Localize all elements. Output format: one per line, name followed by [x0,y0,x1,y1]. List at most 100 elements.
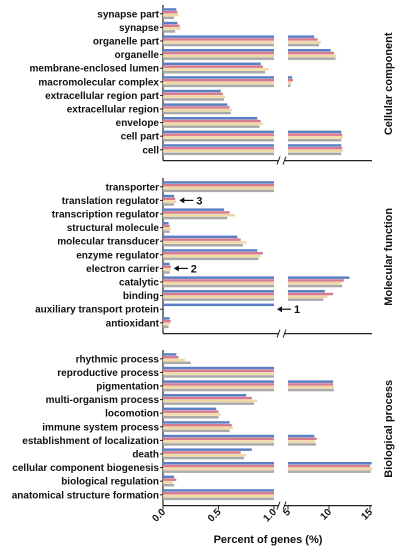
bar [288,434,315,438]
bar [163,216,228,220]
category-label: transporter [106,182,159,193]
bar [163,81,274,85]
bar [163,68,269,71]
category-label: binding [123,291,159,302]
bar [288,467,373,471]
bar [288,136,343,139]
bar [288,38,318,41]
bar [163,21,178,25]
annotation-label: 3 [196,195,202,207]
bar [163,117,258,120]
bar [163,122,263,126]
axis-break-mark [282,329,287,338]
bar [163,489,274,492]
annotation-arrowhead [173,265,179,272]
axis-break-mark [276,329,281,338]
bar [288,386,334,389]
bar [163,109,232,112]
bar [163,325,169,329]
bar [163,470,274,473]
bar [163,295,274,299]
bar [163,353,177,356]
bar [163,475,175,479]
bar [163,252,263,255]
bar [163,62,261,66]
bar [163,317,170,320]
bar [163,119,261,123]
bar [163,467,274,471]
bar [288,279,344,282]
x-tick-label: 0.0 [151,507,169,525]
bar [288,54,337,58]
bar [163,222,169,225]
category-label: translation regulator [62,196,159,207]
category-label: pigmentation [96,382,159,393]
bar [288,470,371,473]
category-label: membrane-enclosed lumen [30,64,159,75]
category-label: antioxidant [106,318,160,329]
bar [288,276,350,279]
bar [163,279,274,282]
category-label: extracellular region part [45,91,160,102]
category-label: biological regulation [61,477,159,488]
bar [288,133,343,136]
bar [163,71,266,74]
bar [163,320,171,323]
bar [163,76,274,79]
bar [163,413,221,416]
bar [163,421,230,424]
bar [163,51,274,55]
bar [288,443,316,446]
bar [288,43,320,47]
bar [163,284,274,288]
bar [163,208,225,211]
bar [288,81,292,85]
bar [163,361,191,365]
bar [163,43,274,47]
bar [163,292,274,296]
bar [163,57,274,60]
bar [163,133,274,136]
bar [163,136,274,139]
category-label: immune system process [42,422,159,433]
bar [163,268,171,271]
bar [163,369,274,373]
bar [163,186,274,190]
bar [163,214,236,217]
bar [163,16,175,20]
axis-break-mark [276,156,281,165]
bar [163,189,274,193]
bar [163,372,274,375]
bar [163,24,180,28]
bar [163,426,233,430]
bar [288,464,370,468]
bar [288,35,315,38]
bar [163,407,217,411]
annotation-label: 2 [191,263,197,275]
bar [288,51,334,55]
bar [288,139,342,142]
axis-break-mark [282,501,287,510]
annotation-arrowhead [179,197,185,204]
bar [163,388,274,392]
bar [163,27,181,30]
bar [163,8,177,11]
x-axis-label: Percent of genes (%) [214,534,323,546]
annotation-label: 1 [294,304,300,316]
panel-label: Biological process [383,380,395,478]
bar [163,227,171,231]
bar [163,375,274,378]
bar [288,292,334,296]
bar [163,440,274,443]
bar [163,276,274,279]
bar [163,35,274,38]
bar [288,57,336,60]
bar [163,484,175,487]
bar [163,111,231,115]
bar [163,366,274,370]
bar [163,103,228,106]
bar [288,41,321,44]
bar [163,454,247,457]
bar [288,383,334,386]
bar [163,241,247,244]
